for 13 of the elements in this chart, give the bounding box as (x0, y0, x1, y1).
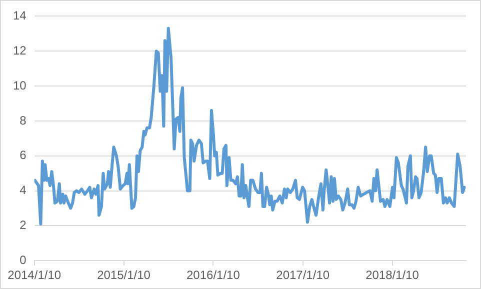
x-tick-label: 2015/1/10 (97, 268, 151, 282)
y-tick-label: 14 (12, 8, 27, 23)
y-tick-label: 4 (20, 183, 27, 198)
y-tick-label: 6 (20, 148, 27, 162)
x-tick-label: 2014/1/10 (8, 268, 62, 282)
x-tick-label: 2018/1/10 (366, 268, 420, 282)
y-tick-label: 0 (20, 252, 27, 267)
x-tick-label: 2017/1/10 (276, 268, 330, 282)
y-tick-label: 8 (20, 113, 27, 128)
y-tick-label: 2 (20, 218, 27, 232)
y-tick-label: 12 (12, 43, 27, 58)
y-tick-label: 10 (12, 78, 27, 92)
x-tick-label: 2016/1/10 (186, 268, 240, 282)
